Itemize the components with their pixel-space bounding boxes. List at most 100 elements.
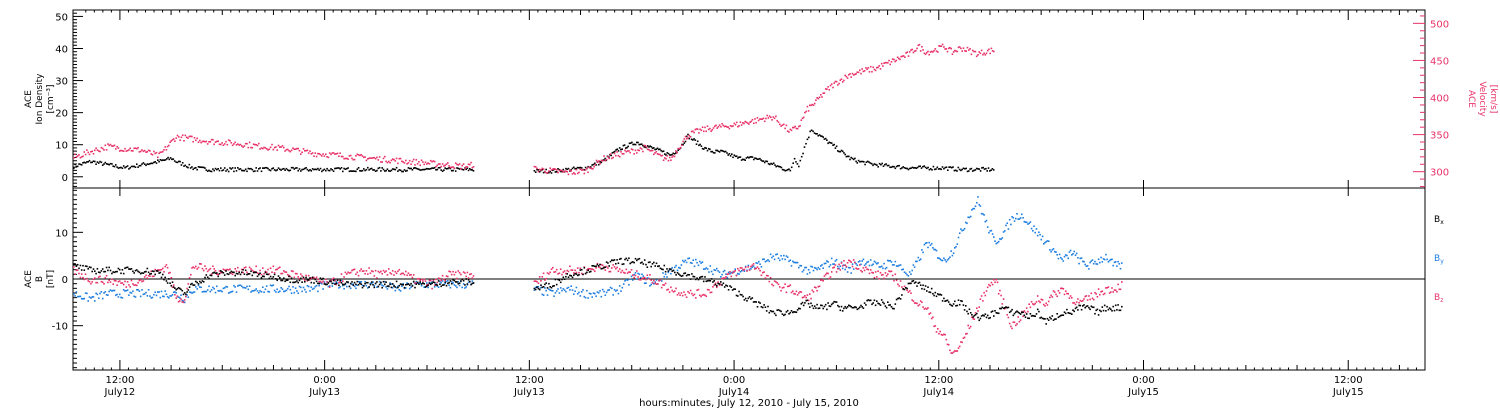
velocity-series-point: [464, 167, 466, 170]
velocity-series-point: [947, 47, 950, 50]
velocity-series-point: [429, 159, 432, 162]
by-series-point: [137, 288, 139, 291]
bx-series-point: [395, 280, 398, 283]
bx-series-point: [807, 302, 810, 305]
legend-bz-name: B: [1434, 293, 1440, 303]
bz-series-point: [982, 300, 984, 302]
bz-series-point: [444, 279, 446, 281]
bx-series-point: [293, 281, 296, 284]
bz-series-point: [433, 284, 436, 286]
bz-series-point: [542, 272, 545, 275]
velocity-series-point: [412, 158, 415, 161]
by-series-point: [1086, 265, 1089, 267]
velocity-series-point: [980, 49, 983, 52]
bz-series-point: [907, 291, 910, 293]
bx-series-point: [702, 280, 705, 283]
density-series-point: [248, 168, 251, 170]
density-series-point: [682, 143, 684, 146]
bx-series-point: [799, 307, 801, 310]
bx-series-point: [591, 265, 593, 267]
density-series-point: [960, 169, 962, 172]
bz-series-point: [298, 277, 301, 280]
by-series-point: [622, 283, 625, 285]
density-series-point: [778, 165, 780, 168]
by-series-point: [267, 290, 269, 293]
bz-series-point: [775, 281, 777, 283]
bx-series-point: [662, 268, 664, 271]
bx-series-point: [868, 299, 871, 302]
bz-series-point: [916, 302, 918, 305]
density-series-point: [815, 133, 817, 135]
density-series-point: [824, 137, 827, 140]
velocity-series-point: [325, 153, 327, 155]
by-series-point: [165, 293, 168, 295]
bz-series-point: [449, 271, 452, 273]
density-series-point: [160, 159, 163, 162]
by-series-point: [182, 300, 185, 302]
bx-series-point: [667, 270, 670, 272]
bz-series-point: [399, 273, 402, 276]
bx-series-point: [607, 262, 609, 264]
velocity-series-point: [775, 115, 777, 118]
bz-series-point: [555, 268, 558, 271]
by-series-point: [712, 273, 714, 276]
velocity-series-point: [427, 162, 429, 164]
density-series-point: [610, 154, 612, 157]
by-series-point: [717, 270, 719, 272]
density-series-point: [223, 167, 226, 169]
bx-series-point: [536, 286, 538, 288]
bx-series-point: [603, 266, 605, 269]
density-series-point: [212, 168, 214, 170]
by-series-point: [693, 265, 696, 268]
by-series-point: [1090, 260, 1093, 262]
velocity-series-point: [139, 150, 142, 153]
by-series-point: [586, 289, 588, 292]
by-series-point: [676, 269, 679, 272]
by-series-point: [654, 281, 656, 283]
bx-series-point: [394, 286, 397, 288]
bz-series-point: [103, 283, 105, 285]
bz-series-point: [595, 267, 597, 269]
bz-series-point: [332, 277, 335, 279]
density-series-point: [323, 168, 326, 171]
density-series-point: [414, 167, 416, 169]
bx-series-point: [1069, 312, 1072, 315]
velocity-series-point: [975, 55, 978, 58]
velocity-series-point: [172, 138, 175, 140]
velocity-series-point: [78, 154, 80, 156]
density-series-point: [255, 167, 257, 169]
bx-series-point: [609, 260, 612, 263]
velocity-series-point: [991, 50, 994, 52]
density-series-point: [121, 167, 124, 169]
bz-series-point: [810, 297, 812, 300]
density-series-point: [111, 163, 113, 165]
bx-series-point: [658, 265, 660, 267]
bz-series-point: [168, 272, 170, 274]
velocity-series-point: [218, 143, 221, 146]
density-series-point: [471, 169, 474, 171]
velocity-series-point: [169, 141, 171, 143]
bz-series-point: [136, 284, 138, 287]
velocity-series-point: [227, 139, 230, 141]
bz-series-point: [758, 267, 760, 270]
bz-series-point: [928, 313, 930, 315]
bx-series-point: [218, 272, 221, 275]
by-series-point: [197, 284, 200, 287]
velocity-series-point: [988, 48, 990, 51]
density-series-point: [142, 162, 145, 164]
density-series-point: [448, 167, 450, 169]
bz-series-point: [950, 352, 952, 354]
bx-series-point: [958, 303, 961, 306]
bx-series-point: [469, 280, 471, 283]
velocity-tick-label: 350: [1430, 131, 1449, 142]
velocity-series-point: [275, 146, 277, 148]
velocity-series-point: [779, 123, 781, 126]
density-series-point: [714, 152, 716, 154]
velocity-series-point: [796, 127, 799, 130]
bz-series-point: [368, 267, 370, 269]
density-series-point: [241, 169, 243, 172]
bz-series-point: [317, 278, 319, 281]
velocity-series-point: [955, 50, 957, 52]
by-series-point: [856, 264, 859, 267]
velocity-series-point: [754, 118, 756, 120]
